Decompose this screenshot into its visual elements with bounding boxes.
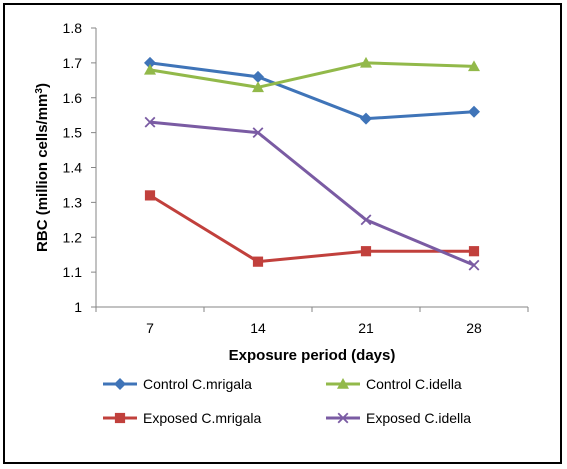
data-point-x (360, 214, 372, 226)
y-tick-label: 1.6 (63, 90, 83, 106)
legend: Control C.mrigala Control C.idella Exposed… (103, 376, 471, 426)
series-2 (144, 190, 480, 267)
y-axis-title-close: ) (34, 83, 51, 88)
legend-label: Control C.mrigala (143, 376, 252, 392)
legend-item: Control C.idella (326, 376, 462, 392)
series-line (149, 61, 475, 89)
y-tick-labels: 1 1.1 1.2 1.3 1.4 1.5 1.6 1.7 1.8 (63, 20, 83, 315)
series-1 (144, 56, 480, 93)
legend-item: Exposed C.mrigala (103, 410, 261, 426)
data-point-x (144, 116, 156, 128)
y-tick-label: 1.1 (63, 264, 83, 280)
data-point-triangle (337, 378, 349, 389)
y-tick-label: 1.7 (63, 55, 83, 71)
x-tick-label: 7 (146, 320, 154, 336)
data-point-square (468, 246, 480, 257)
data-point-diamond (144, 56, 156, 69)
y-tick-label: 1.8 (63, 20, 83, 36)
x-tick-label: 14 (250, 320, 266, 336)
data-point-x (252, 127, 264, 139)
x-tick-labels: 7 14 21 28 (146, 320, 482, 336)
series-0 (144, 56, 480, 125)
data-point-triangle (360, 56, 372, 68)
series-line (149, 61, 475, 121)
data-point-triangle (468, 60, 480, 72)
data-point-triangle (252, 81, 264, 93)
data-point-diamond (114, 378, 126, 390)
x-tick-label: 21 (358, 320, 374, 336)
legend-label: Exposed C.mrigala (143, 410, 261, 426)
y-axis-title: RBC (million cells/mm3) (34, 83, 52, 252)
data-point-square (144, 190, 156, 201)
y-tick-label: 1 (74, 299, 82, 315)
series-group (144, 56, 480, 271)
legend-label: Exposed C.idella (366, 410, 471, 426)
legend-item: Exposed C.idella (326, 410, 471, 426)
data-point-triangle (144, 63, 156, 75)
y-tick-label: 1.3 (63, 194, 83, 210)
data-point-diamond (360, 112, 372, 125)
data-point-x (337, 412, 349, 424)
legend-item: Control C.mrigala (103, 376, 252, 392)
y-axis-title-main: RBC (million cells/mm (34, 94, 51, 252)
data-point-square (360, 246, 372, 257)
y-tick-label: 1.5 (63, 125, 83, 141)
data-point-square (252, 256, 264, 267)
series-3 (144, 116, 480, 271)
legend-label: Control C.idella (366, 376, 462, 392)
x-axis-title: Exposure period (days) (229, 347, 396, 364)
series-line (149, 194, 474, 264)
axes (91, 27, 529, 312)
y-axis-title-sup: 3 (34, 88, 45, 94)
data-point-diamond (468, 105, 480, 118)
data-point-x (468, 259, 480, 271)
y-tick-label: 1.4 (63, 160, 83, 176)
y-tick-label: 1.2 (63, 229, 83, 245)
series-line (149, 120, 475, 267)
data-point-diamond (252, 70, 264, 83)
x-tick-label: 28 (466, 320, 482, 336)
data-point-square (114, 412, 126, 424)
